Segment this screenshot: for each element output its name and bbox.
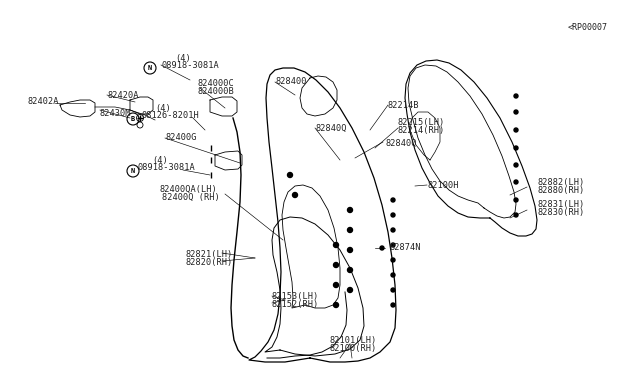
Text: 82101(LH): 82101(LH): [330, 336, 377, 344]
Text: 08126-8201H: 08126-8201H: [141, 112, 199, 121]
Text: 82400QA(LH): 82400QA(LH): [159, 185, 217, 193]
Text: 82821(LH): 82821(LH): [185, 250, 232, 259]
Text: 08918-3081A: 08918-3081A: [138, 164, 196, 173]
Circle shape: [391, 258, 395, 262]
Circle shape: [514, 213, 518, 217]
Circle shape: [333, 282, 339, 288]
Text: 82400G: 82400G: [165, 134, 196, 142]
Text: 82214(RH): 82214(RH): [398, 125, 445, 135]
Text: 82880(RH): 82880(RH): [538, 186, 585, 195]
Circle shape: [348, 247, 353, 253]
Text: 82100H: 82100H: [427, 180, 458, 189]
Text: 82214B: 82214B: [388, 100, 419, 109]
Text: (4): (4): [152, 157, 168, 166]
Circle shape: [514, 180, 518, 184]
Circle shape: [333, 243, 339, 247]
Text: 824000C: 824000C: [198, 78, 235, 87]
Circle shape: [292, 192, 298, 198]
Circle shape: [514, 128, 518, 132]
Text: (4): (4): [155, 105, 171, 113]
Text: <RP00007: <RP00007: [568, 23, 608, 32]
Text: 82831(LH): 82831(LH): [538, 201, 585, 209]
Circle shape: [348, 228, 353, 232]
Circle shape: [391, 243, 395, 247]
Text: 82400Q (RH): 82400Q (RH): [162, 192, 220, 202]
Circle shape: [514, 110, 518, 114]
Text: N: N: [131, 168, 135, 174]
Text: 82215(LH): 82215(LH): [398, 118, 445, 126]
Text: 08918-3081A: 08918-3081A: [161, 61, 219, 70]
Circle shape: [391, 228, 395, 232]
Text: 82830(RH): 82830(RH): [538, 208, 585, 218]
Circle shape: [391, 288, 395, 292]
Text: (4): (4): [175, 54, 191, 62]
Circle shape: [514, 198, 518, 202]
Text: B: B: [131, 116, 135, 122]
Text: 824000B: 824000B: [198, 87, 235, 96]
Circle shape: [391, 303, 395, 307]
Text: 82840Q: 82840Q: [386, 138, 417, 148]
Circle shape: [391, 213, 395, 217]
Circle shape: [348, 267, 353, 273]
Circle shape: [348, 208, 353, 212]
Circle shape: [391, 198, 395, 202]
Circle shape: [514, 94, 518, 98]
Circle shape: [380, 246, 384, 250]
Text: 82430M: 82430M: [100, 109, 131, 118]
Circle shape: [391, 273, 395, 277]
Circle shape: [348, 288, 353, 292]
Text: 82420A: 82420A: [107, 90, 138, 99]
Text: 82153(LH): 82153(LH): [272, 292, 319, 301]
Text: 82874N: 82874N: [390, 244, 422, 253]
Text: 82152(RH): 82152(RH): [272, 301, 319, 310]
Text: 82820(RH): 82820(RH): [185, 257, 232, 266]
Text: 82402A: 82402A: [28, 97, 60, 106]
Text: N: N: [148, 65, 152, 71]
Circle shape: [514, 146, 518, 150]
Text: 82100(RH): 82100(RH): [330, 343, 377, 353]
Circle shape: [514, 163, 518, 167]
Text: 82882(LH): 82882(LH): [538, 177, 585, 186]
Circle shape: [287, 173, 292, 177]
Text: 82840Q: 82840Q: [315, 124, 346, 132]
Circle shape: [333, 302, 339, 308]
Text: 828400: 828400: [275, 77, 307, 87]
Circle shape: [333, 263, 339, 267]
